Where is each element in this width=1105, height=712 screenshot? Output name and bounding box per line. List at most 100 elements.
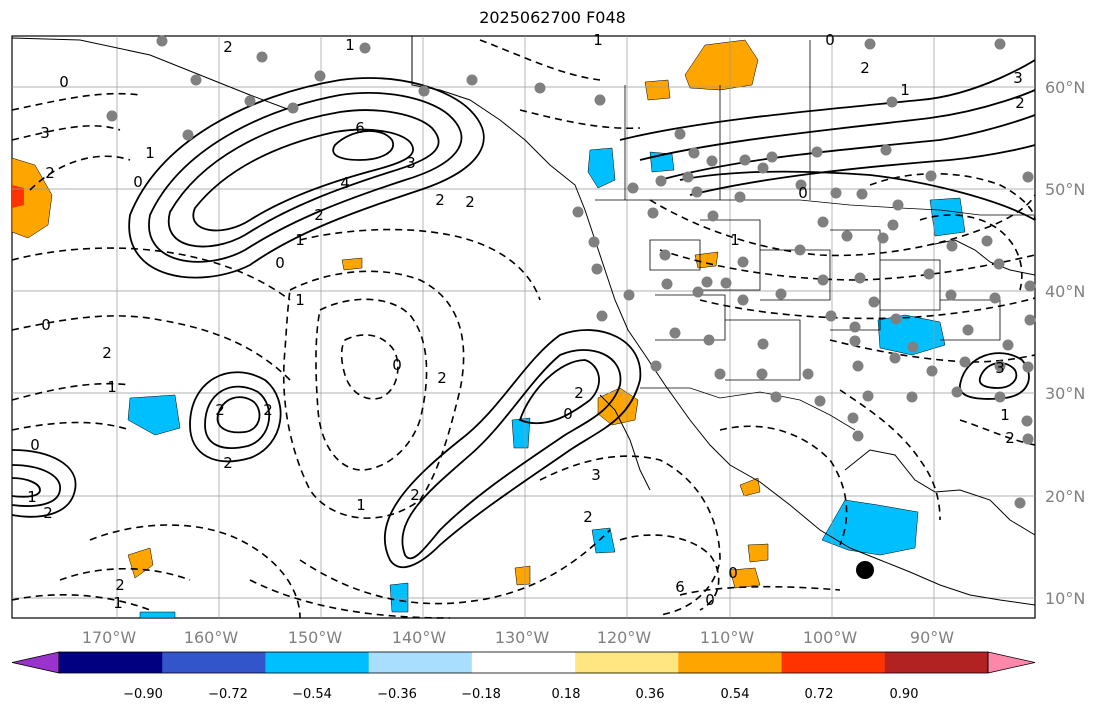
contour-label: 2	[410, 486, 420, 504]
contour-label: 2	[314, 206, 324, 224]
contour-label: 3	[40, 124, 50, 142]
lon-label: 110°W	[700, 628, 755, 647]
orange-region-ne-canada	[684, 39, 759, 91]
contour-label: 2	[115, 576, 125, 594]
contour-label: 1	[593, 31, 603, 49]
contour-label: 0	[30, 436, 40, 454]
solid-contours	[11, 59, 1036, 569]
colorbar-tick-label: 0.72	[805, 687, 834, 702]
station-dots	[106, 35, 1036, 509]
lat-label: 30°N	[1045, 384, 1085, 403]
colorbar	[11, 651, 1036, 674]
contour-label: 2	[43, 504, 53, 522]
lon-label: 130°W	[495, 628, 550, 647]
orange-region-small-5	[341, 257, 363, 271]
lat-label: 50°N	[1045, 180, 1085, 199]
lon-label: 160°W	[184, 628, 239, 647]
contour-label: 0	[392, 356, 402, 374]
red-region-west	[12, 185, 24, 208]
colorbar-segment	[59, 652, 163, 673]
colorbar-tick-label: −0.54	[292, 687, 332, 702]
blue-region-6	[511, 417, 531, 449]
lon-label: 100°W	[803, 628, 858, 647]
contour-label: 1	[1000, 406, 1010, 424]
orange-region-west	[11, 157, 53, 239]
contour-label: 2	[1015, 94, 1025, 112]
blue-region-4	[877, 314, 946, 356]
blue-region-3	[929, 197, 966, 237]
colorbar-tick-label: 0.18	[552, 687, 581, 702]
colorbar-segment	[575, 652, 679, 673]
colorbar-tick-label: −0.18	[461, 687, 501, 702]
lat-label: 40°N	[1045, 282, 1085, 301]
contour-label: 1	[295, 231, 305, 249]
contour-label: 1	[900, 81, 910, 99]
orange-region-small-6	[739, 477, 761, 497]
colorbar-labels: −0.90 −0.72 −0.54 −0.36 −0.18 0.18 0.36 …	[123, 687, 918, 702]
contour-label: 3	[1013, 69, 1023, 87]
blue-region-7	[821, 499, 919, 556]
contour-label: 2	[574, 384, 584, 402]
contour-label: 0	[133, 173, 143, 191]
colorbar-segment	[471, 652, 576, 673]
contour-label: 2	[223, 38, 233, 56]
colorbar-segment	[265, 652, 370, 673]
contour-label: 2	[583, 508, 593, 526]
longitude-labels: 170°W 160°W 150°W 140°W 130°W 120°W 110°…	[82, 628, 954, 647]
contour-label: 1	[113, 594, 123, 612]
contour-label: 0	[705, 591, 715, 609]
contour-label: 1	[730, 231, 740, 249]
lon-label: 140°W	[392, 628, 447, 647]
contour-label: 1	[107, 378, 117, 396]
colorbar-segment	[781, 652, 886, 673]
contour-label: 0	[41, 316, 51, 334]
blue-region-9	[389, 582, 409, 613]
contour-label: 6	[675, 578, 685, 596]
contour-label: 1	[295, 291, 305, 309]
colorbar-tick-label: −0.36	[377, 687, 417, 702]
colorbar-tick-label: 0.36	[636, 687, 665, 702]
contour-label: 3	[406, 154, 416, 172]
contour-label: 3	[995, 359, 1005, 377]
contour-label: 6	[355, 119, 365, 137]
colorbar-tick-label: −0.72	[208, 687, 248, 702]
colorbar-segment	[368, 652, 473, 673]
lat-label: 20°N	[1045, 487, 1085, 506]
colorbar-extend-low	[11, 651, 60, 674]
blue-region-5	[127, 394, 181, 436]
contour-label: 2	[1005, 429, 1015, 447]
contour-label: 2	[437, 369, 447, 387]
orange-region-small-3	[729, 567, 761, 589]
lon-label: 150°W	[288, 628, 343, 647]
contour-label: 4	[340, 174, 350, 192]
orange-region-small-8	[747, 543, 769, 563]
contour-label: 2	[465, 193, 475, 211]
contour-label: 0	[728, 564, 738, 582]
lon-label: 170°W	[82, 628, 137, 647]
contour-label: 2	[263, 401, 273, 419]
colorbar-tick-label: −0.90	[123, 687, 163, 702]
colorbar-frame	[58, 651, 989, 674]
grid-lines	[12, 36, 1035, 618]
blue-region-1	[587, 147, 616, 189]
lon-label: 90°W	[910, 628, 954, 647]
colorbar-tick-label: 0.90	[890, 687, 919, 702]
chart-title: 2025062700 F048	[479, 8, 626, 27]
contour-label: 1	[345, 36, 355, 54]
contour-label: 2	[215, 401, 225, 419]
lon-label: 120°W	[597, 628, 652, 647]
contour-label: 2	[860, 59, 870, 77]
lat-label: 10°N	[1045, 589, 1085, 608]
marker-black-dot	[856, 561, 874, 579]
colorbar-segment	[678, 652, 783, 673]
colorbar-extend-high	[987, 651, 1036, 674]
contour-label: 1	[27, 488, 37, 506]
orange-region-small-7	[514, 565, 531, 586]
colorbar-segment	[884, 652, 989, 673]
contour-label: 0	[825, 31, 835, 49]
orange-region-small-2	[127, 547, 154, 579]
orange-region-small-4	[694, 251, 719, 269]
contour-label: 0	[563, 405, 573, 423]
contour-label: 2	[223, 454, 233, 472]
